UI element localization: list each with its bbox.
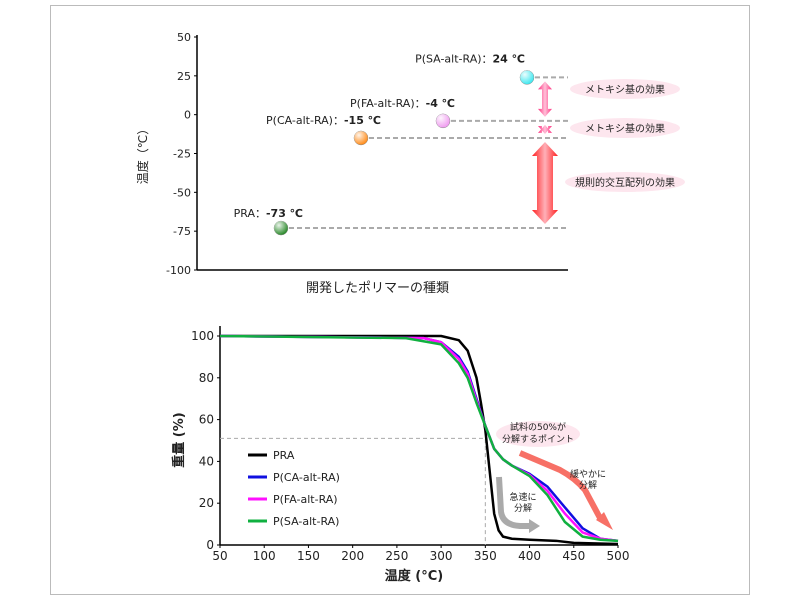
y-tick-label: 60	[199, 413, 214, 427]
reference-line	[220, 437, 486, 545]
fast-decomp-arrow	[496, 476, 530, 529]
double-arrow	[538, 124, 552, 134]
y-tick-label: -75	[173, 225, 191, 238]
y-tick-label: 20	[199, 496, 214, 510]
x-tick-label: 350	[474, 549, 497, 563]
x-axis-label: 温度 (°C)	[385, 568, 443, 584]
y-tick-label: -50	[173, 186, 191, 199]
point-value: 24 ℃	[493, 52, 525, 65]
x-axis-label: 開発したポリマーの種類	[306, 280, 449, 296]
y-axis-label: 重量 (%)	[171, 412, 187, 467]
annotation-label: 分解するポイント	[502, 433, 574, 445]
x-tick-label: 150	[297, 549, 320, 563]
point-name: P(CA-alt-RA)：	[266, 114, 344, 127]
annotation-label: メトキシ基の効果	[585, 83, 665, 96]
x-tick-label: 250	[385, 549, 408, 563]
y-tick-label: 80	[199, 371, 214, 385]
annotation-label: 急速に	[509, 491, 536, 503]
y-tick-label: -25	[173, 148, 191, 161]
annotation-label: 緩やかに	[570, 468, 606, 480]
legend-label: P(CA-alt-RA)	[273, 471, 340, 484]
slow-decomp-arrow	[518, 450, 603, 520]
x-tick-label: 200	[341, 549, 364, 563]
point-label: P(SA-alt-RA)：24 ℃	[415, 52, 525, 65]
annotation-label: 規則的交互配列の効果	[575, 176, 675, 189]
annotation-bubble	[565, 172, 685, 192]
data-point-highlight	[436, 113, 450, 128]
annotation-label: 試料の50%が	[510, 421, 566, 433]
y-tick-label: 40	[199, 454, 214, 468]
annotation-label: 分解	[579, 479, 597, 491]
series-line	[219, 334, 619, 543]
legend-label: PRA	[273, 449, 295, 462]
y-axis-label: 温度（℃）	[135, 123, 150, 184]
annotation-bubble	[570, 118, 680, 138]
point-label: P(CA-alt-RA)：-15 ℃	[266, 114, 381, 127]
double-arrow	[538, 81, 552, 117]
annotation-label: メトキシ基の効果	[585, 122, 665, 135]
legend-label: P(FA-alt-RA)	[273, 493, 338, 506]
x-tick-label: 400	[518, 549, 541, 563]
point-value: -15 ℃	[344, 114, 381, 127]
y-tick-label: 0	[206, 538, 214, 552]
point-name: P(FA-alt-RA)：	[350, 97, 426, 110]
x-tick-label: 300	[430, 549, 453, 563]
double-arrow	[532, 141, 558, 225]
arrow-head	[596, 512, 613, 530]
y-tick-label: 0	[184, 109, 191, 122]
y-tick-label: -100	[166, 264, 191, 277]
annotation-bubble	[496, 421, 580, 447]
figure-frame	[50, 5, 750, 595]
point-label: PRA：-73 ℃	[234, 207, 303, 220]
arrow-head	[529, 519, 540, 533]
annotation-bubble	[570, 79, 680, 99]
y-tick-label: 50	[177, 31, 191, 44]
series-line	[220, 334, 619, 546]
point-label: P(FA-alt-RA)：-4 ℃	[350, 97, 455, 110]
x-tick-label: 50	[212, 549, 227, 563]
data-point-highlight	[354, 130, 368, 145]
data-point-highlight	[520, 70, 534, 85]
x-tick-label: 500	[607, 549, 630, 563]
point-value: -73 ℃	[266, 207, 303, 220]
x-tick-label: 100	[253, 549, 276, 563]
data-point-highlight	[274, 221, 288, 236]
point-name: PRA：	[234, 207, 266, 220]
legend-label: P(SA-alt-RA)	[273, 515, 339, 528]
y-tick-label: 100	[191, 329, 214, 343]
point-name: P(SA-alt-RA)：	[415, 52, 492, 65]
annotation-label: 分解	[514, 502, 532, 514]
point-value: -4 ℃	[426, 97, 455, 110]
y-tick-label: 25	[177, 70, 191, 83]
x-tick-label: 450	[562, 549, 585, 563]
